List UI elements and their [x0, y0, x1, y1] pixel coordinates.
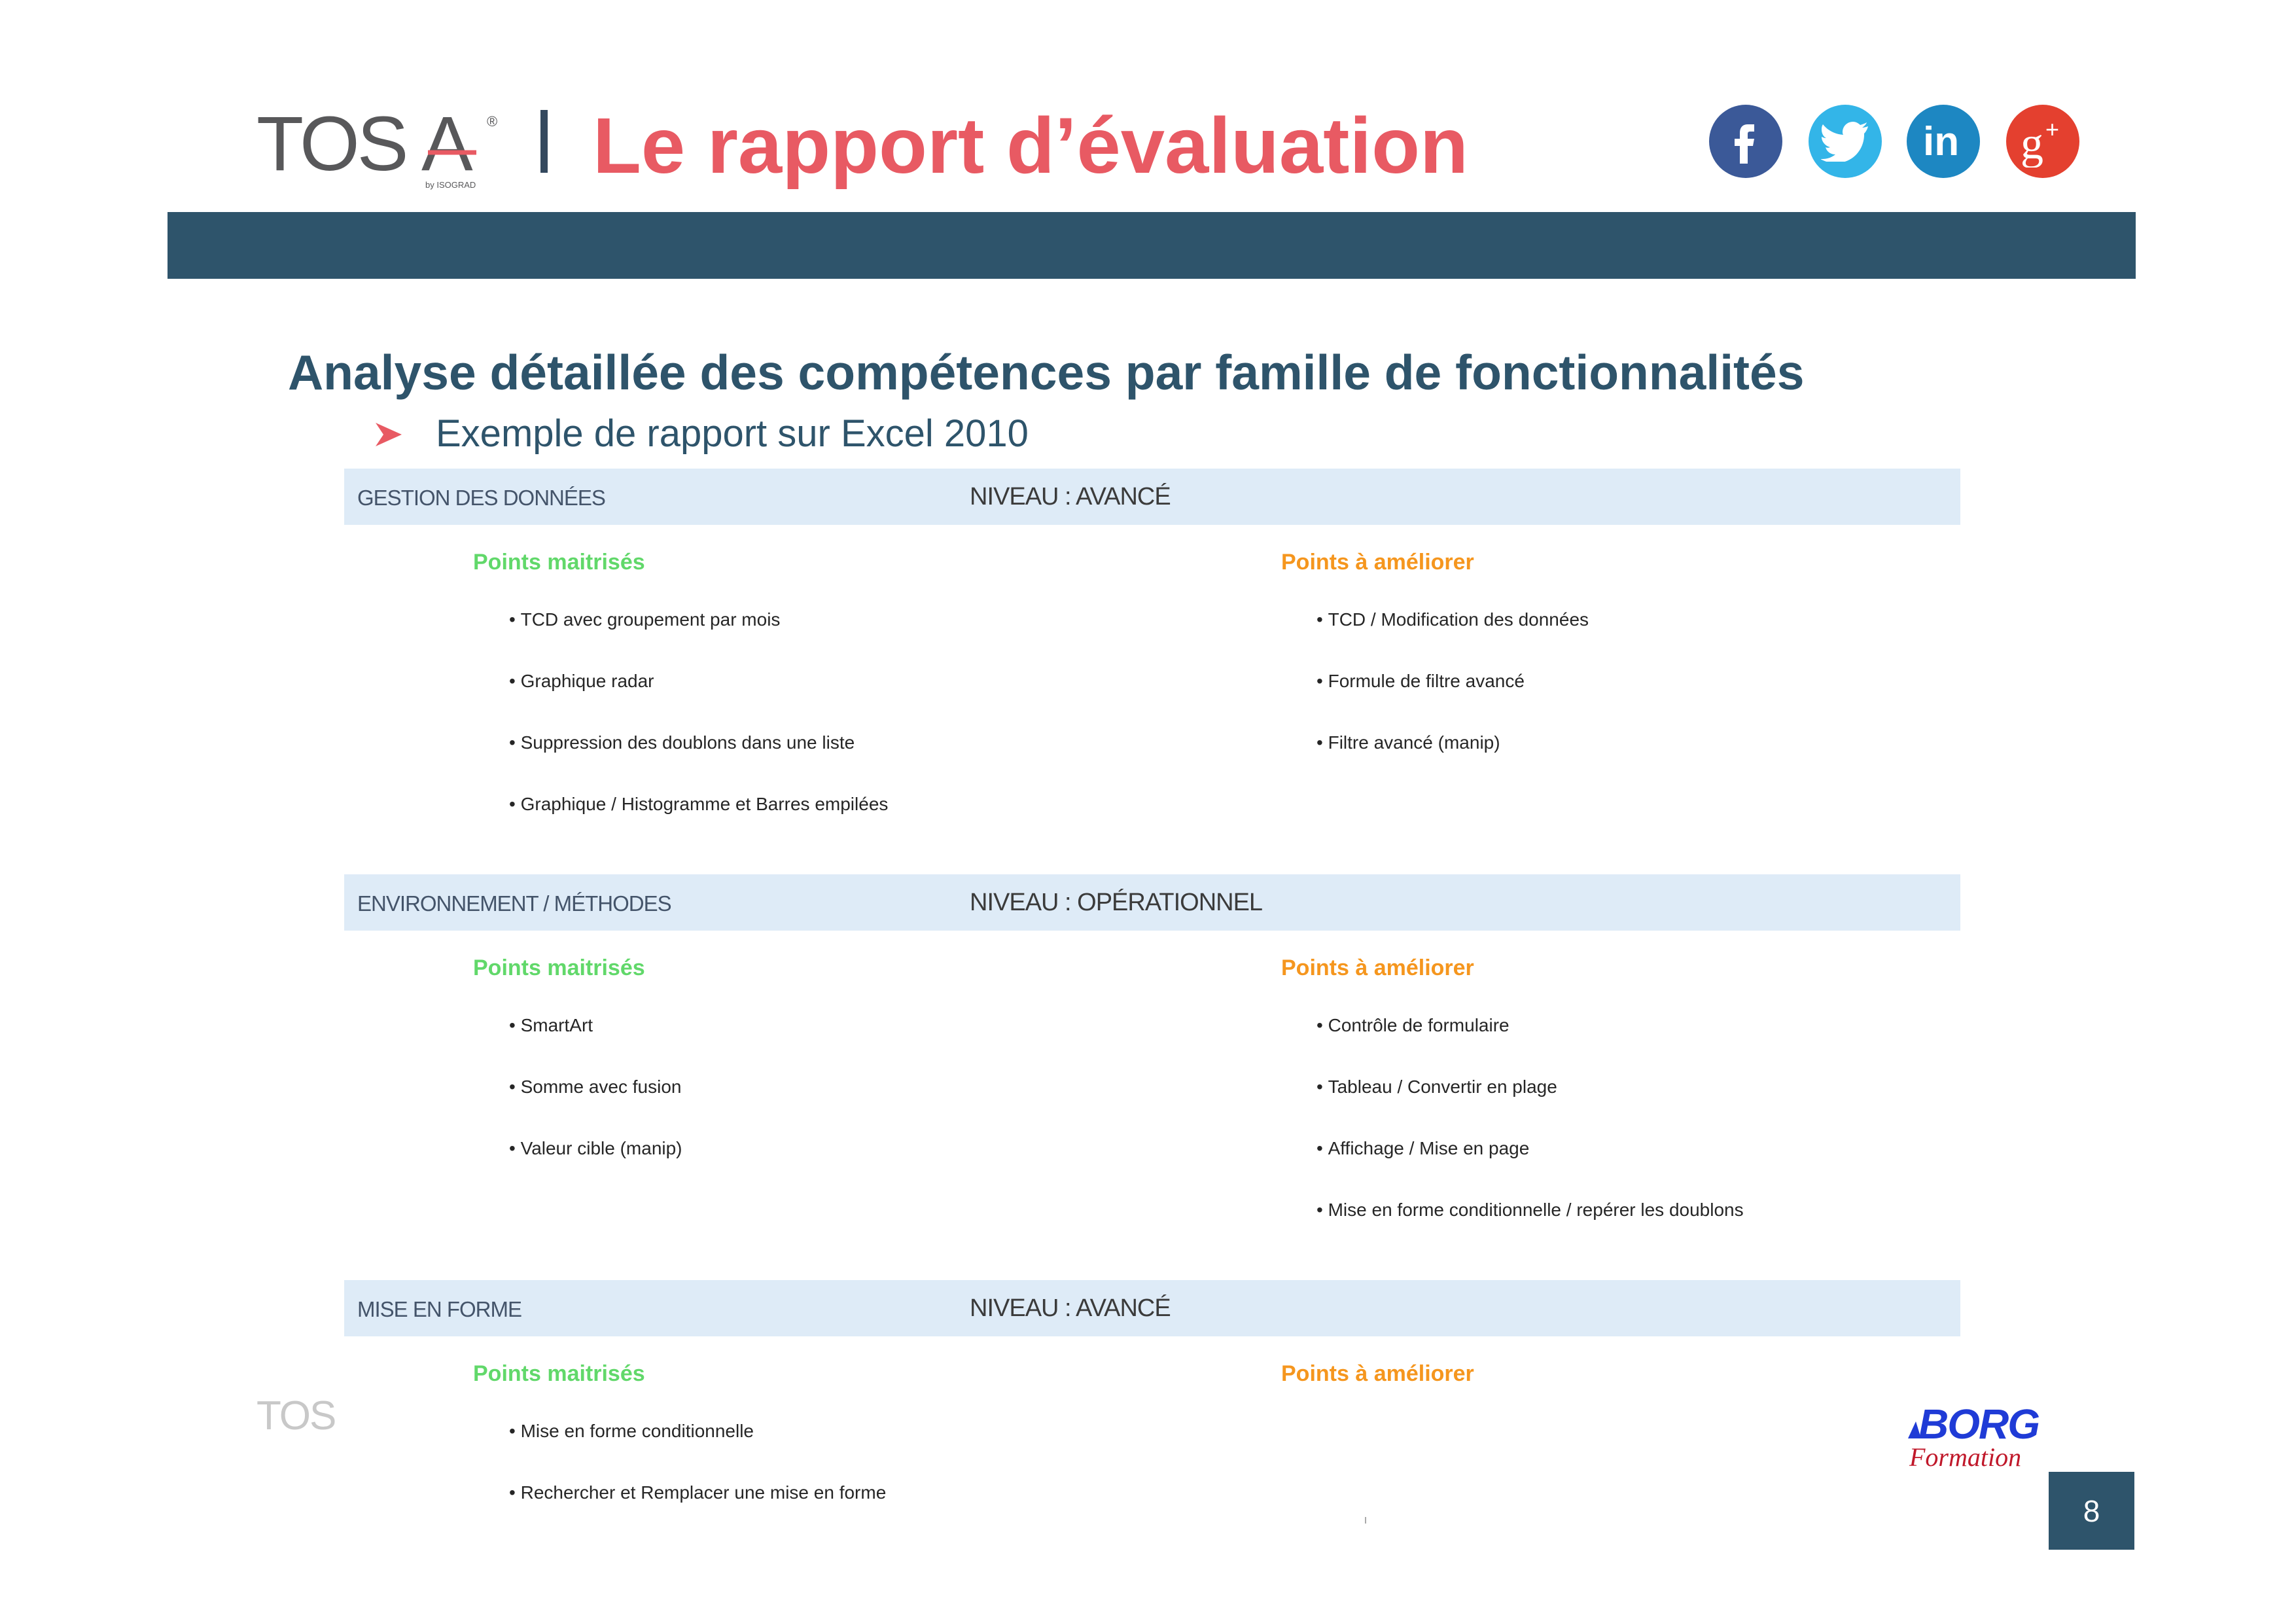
tosa-watermark-logo: TOS [256, 1397, 335, 1436]
category-name: MISE EN FORME [357, 1297, 522, 1321]
svg-text:A: A [421, 108, 473, 187]
tosa-logo: TOS A ® by ISOGRAD [256, 101, 512, 196]
svg-text:TOS: TOS [256, 1397, 335, 1436]
improve-item: Contrôle de formulaire [1316, 1015, 1510, 1036]
improve-heading: Points à améliorer [1281, 1361, 1474, 1386]
category-level: NIVEAU : AVANCÉ [970, 1294, 1171, 1322]
improve-item: Mise en forme conditionnelle / repérer l… [1316, 1200, 1744, 1221]
svg-text:g: g [2021, 118, 2043, 168]
mastered-item: Graphique / Histogramme et Barres empilé… [509, 794, 889, 815]
facebook-icon[interactable] [1709, 105, 1782, 178]
improve-item: Tableau / Convertir en plage [1316, 1077, 1557, 1097]
arrow-bullet-icon [374, 421, 403, 448]
category-name: ENVIRONNEMENT / MÉTHODES [357, 891, 672, 916]
improve-heading: Points à améliorer [1281, 550, 1474, 575]
borg-formation-logo: BORG Formation [1904, 1395, 2041, 1474]
mastered-heading: Points maitrisés [473, 550, 645, 575]
category-bar-mise-en-forme: MISE EN FORME NIVEAU : AVANCÉ [344, 1280, 1960, 1336]
svg-text:®: ® [487, 113, 497, 130]
mastered-item: Suppression des doublons dans une liste [509, 732, 855, 753]
header-band [168, 212, 2136, 279]
improve-item: TCD / Modification des données [1316, 609, 1589, 630]
mastered-item: TCD avec groupement par mois [509, 609, 781, 630]
category-bar-gestion-donnees: GESTION DES DONNÉES NIVEAU : AVANCÉ [344, 469, 1960, 525]
svg-text:Formation: Formation [1909, 1442, 2021, 1472]
category-level: NIVEAU : AVANCÉ [970, 483, 1171, 510]
mastered-item: Rechercher et Remplacer une mise en form… [509, 1482, 887, 1503]
svg-text:in: in [1923, 119, 1959, 164]
svg-text:by ISOGRAD: by ISOGRAD [425, 180, 476, 190]
svg-text:TOS: TOS [256, 108, 406, 187]
category-name: GESTION DES DONNÉES [357, 486, 606, 510]
improve-item: Affichage / Mise en page [1316, 1138, 1530, 1159]
google-plus-icon[interactable]: g + [2006, 105, 2079, 178]
divider-mark [1365, 1517, 1366, 1524]
category-bar-environnement-methodes: ENVIRONNEMENT / MÉTHODES NIVEAU : OPÉRAT… [344, 874, 1960, 931]
title-separator [540, 110, 548, 173]
linkedin-icon[interactable]: in [1907, 105, 1980, 178]
mastered-heading: Points maitrisés [473, 955, 645, 980]
mastered-item: Mise en forme conditionnelle [509, 1421, 754, 1442]
category-level: NIVEAU : OPÉRATIONNEL [970, 889, 1263, 916]
mastered-item: SmartArt [509, 1015, 593, 1036]
mastered-heading: Points maitrisés [473, 1361, 645, 1386]
improve-item: Formule de filtre avancé [1316, 671, 1525, 692]
page-title: Le rapport d’évaluation [593, 101, 1468, 190]
twitter-icon[interactable] [1809, 105, 1882, 178]
mastered-item: Valeur cible (manip) [509, 1138, 682, 1159]
improve-heading: Points à améliorer [1281, 955, 1474, 980]
section-title: Analyse détaillée des compétences par fa… [288, 345, 1805, 400]
mastered-item: Somme avec fusion [509, 1077, 682, 1097]
improve-item: Filtre avancé (manip) [1316, 732, 1500, 753]
mastered-item: Graphique radar [509, 671, 654, 692]
svg-text:BORG: BORG [1918, 1400, 2039, 1448]
svg-text:+: + [2045, 116, 2059, 143]
bullet-text: Exemple de rapport sur Excel 2010 [436, 412, 1029, 455]
page-number: 8 [2049, 1472, 2134, 1550]
